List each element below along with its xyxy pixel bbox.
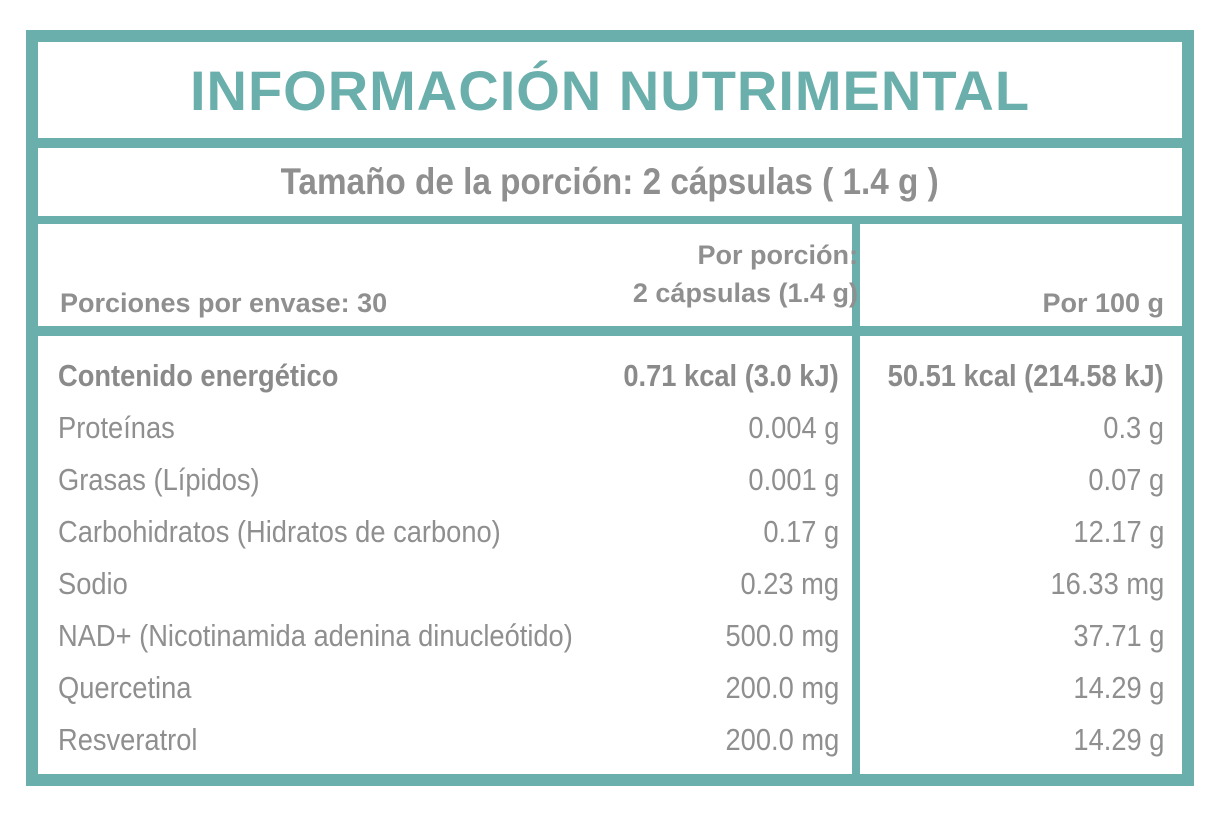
per-portion-value: 0.001 g [747, 462, 839, 497]
serving-size: Tamaño de la porción: 2 cápsulas ( 1.4 g… [38, 148, 1182, 216]
per-100g-value: 50.51 kcal (214.58 kJ) [887, 358, 1164, 393]
nutrient-name: Grasas (Lípidos) [58, 462, 260, 497]
nutrient-name: Carbohidratos (Hidratos de carbono) [58, 514, 501, 549]
per-portion-header-line1: Por porción: [697, 240, 859, 270]
per-portion-value: 0.004 g [747, 410, 839, 445]
nutrient-name: Contenido energético [58, 358, 339, 393]
divider [38, 138, 1182, 148]
nutrient-name: Sodio [58, 566, 128, 601]
table-row: Sodio 0.23 mg 16.33 mg [38, 560, 1182, 610]
per-100g-value: 0.07 g [1088, 462, 1164, 497]
nutrient-name: Quercetina [58, 670, 192, 705]
per-100g-value: 14.29 g [1072, 670, 1164, 705]
table-row: Quercetina 200.0 mg 14.29 g [38, 664, 1182, 714]
nutrition-facts-table: INFORMACIÓN NUTRIMENTAL Tamaño de la por… [26, 30, 1194, 786]
table-row: Carbohidratos (Hidratos de carbono) 0.17… [38, 508, 1182, 558]
per-100g-value: 14.29 g [1072, 722, 1164, 757]
divider [38, 326, 1182, 336]
per-100g-value: 0.3 g [1103, 410, 1164, 445]
per-portion-value: 200.0 mg [725, 670, 839, 705]
column-divider [852, 224, 860, 774]
per-100g-value: 37.71 g [1072, 618, 1164, 653]
nutrient-name: Proteínas [58, 410, 175, 445]
per-portion-header-line2: 2 cápsulas (1.4 g) [632, 278, 858, 308]
table-row: Resveratrol 200.0 mg 14.29 g [38, 716, 1182, 766]
per-100g-value: 16.33 mg [1050, 566, 1164, 601]
per-portion-value: 0.23 mg [740, 566, 839, 601]
per-portion-value: 200.0 mg [725, 722, 839, 757]
nutrient-name: NAD+ (Nicotinamida adenina dinucleótido) [58, 618, 573, 653]
divider [38, 216, 1182, 224]
servings-per-container: Porciones por envase: 30 [60, 288, 388, 318]
table-row: Grasas (Lípidos) 0.001 g 0.07 g [38, 456, 1182, 506]
per-portion-value: 0.71 kcal (3.0 kJ) [623, 358, 839, 393]
table-row: Contenido energético 0.71 kcal (3.0 kJ) … [38, 352, 1182, 402]
table-title: INFORMACIÓN NUTRIMENTAL [189, 58, 1031, 122]
serving-size-text: Tamaño de la porción: 2 cápsulas ( 1.4 g… [280, 161, 940, 202]
per-portion-header: Por porción: 2 cápsulas (1.4 g) [633, 236, 858, 312]
table-row: NAD+ (Nicotinamida adenina dinucleótido)… [38, 612, 1182, 662]
table-row: Proteínas 0.004 g 0.3 g [38, 404, 1182, 454]
per-100g-value: 12.17 g [1072, 514, 1164, 549]
per-100g-header: Por 100 g [1042, 288, 1164, 318]
per-portion-value: 500.0 mg [725, 618, 839, 653]
per-portion-value: 0.17 g [763, 514, 839, 549]
nutrient-name: Resveratrol [58, 722, 198, 757]
